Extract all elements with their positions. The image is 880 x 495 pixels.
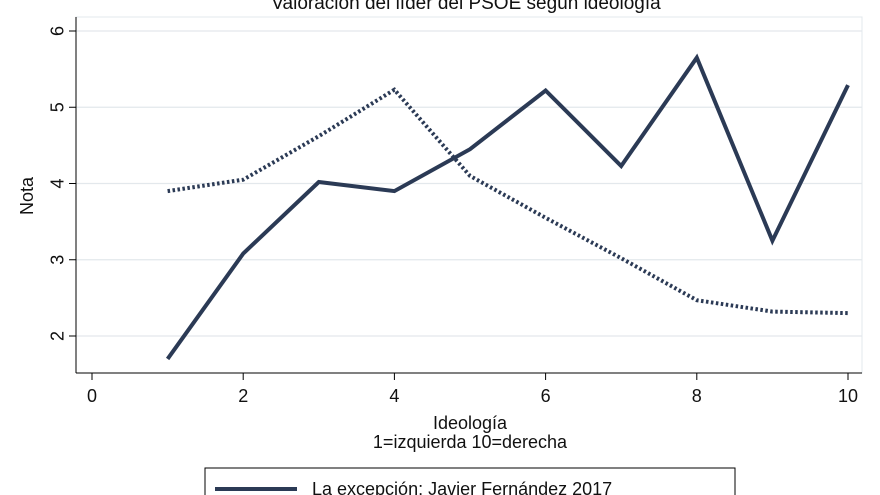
y-tick-label: 2 xyxy=(47,331,67,341)
x-axis: 0 2 4 6 8 10 xyxy=(76,372,862,406)
x-axis-subtitle: 1=izquierda 10=derecha xyxy=(373,432,568,452)
y-tick-label: 3 xyxy=(47,255,67,265)
series-line-2 xyxy=(167,87,849,316)
series-layer xyxy=(165,53,850,361)
x-axis-title: Ideología xyxy=(433,413,508,433)
x-tick-label: 0 xyxy=(87,386,97,406)
y-axis-title: Nota xyxy=(17,176,37,215)
x-tick-label: 6 xyxy=(541,386,551,406)
y-tick-label: 6 xyxy=(47,26,67,36)
series-line-1 xyxy=(165,53,850,361)
chart-title: Valoración del líder del PSOE según ideo… xyxy=(271,0,661,14)
x-tick-label: 2 xyxy=(238,386,248,406)
legend: La excepción: Javier Fernández 2017 xyxy=(204,467,736,495)
plot-frame xyxy=(75,16,863,374)
y-axis: 2 3 4 5 6 xyxy=(47,17,77,373)
legend-label-series-1: La excepción: Javier Fernández 2017 xyxy=(312,479,612,495)
x-tick-label: 4 xyxy=(389,386,399,406)
y-tick-label: 4 xyxy=(47,178,67,188)
x-tick-label: 10 xyxy=(838,386,858,406)
y-tick-label: 5 xyxy=(47,102,67,112)
x-tick-label: 8 xyxy=(692,386,702,406)
